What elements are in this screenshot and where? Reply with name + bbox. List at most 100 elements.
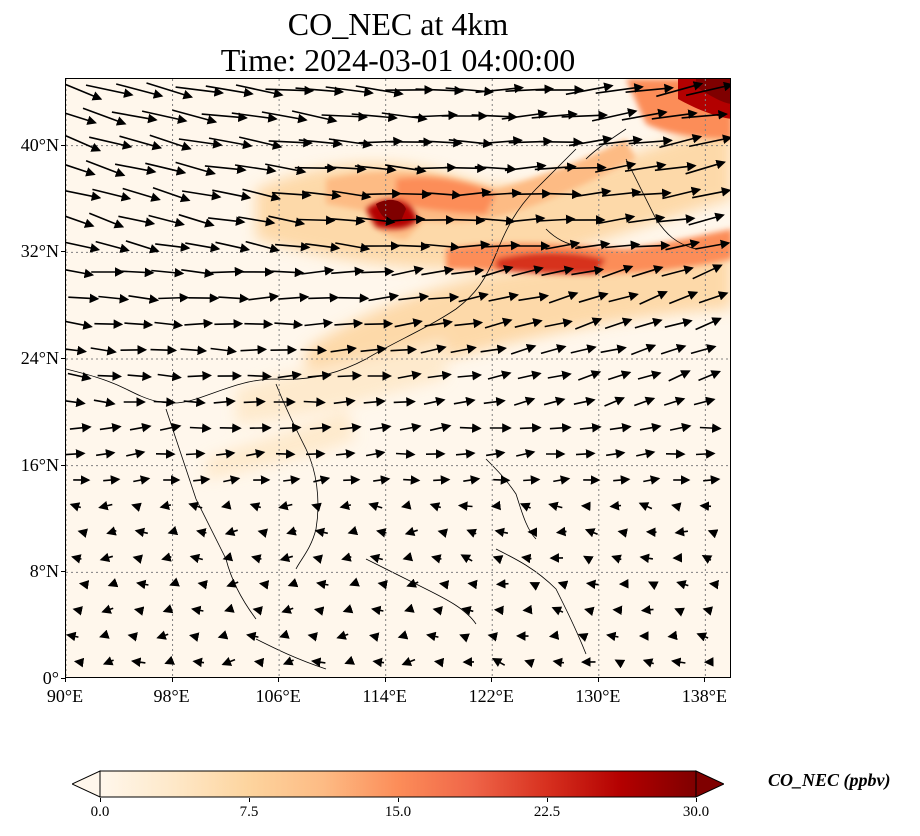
wind-arrow-12 (415, 85, 465, 96)
wind-arrow-356 (188, 501, 203, 512)
wind-arrow-232 (420, 344, 447, 354)
wind-arrow-177 (98, 293, 130, 304)
wind-arrow-400 (189, 553, 204, 564)
wind-arrow-192 (548, 291, 579, 304)
wind-arrow-461 (702, 606, 714, 616)
wind-arrow-245 (157, 371, 182, 382)
wind-arrow-459 (640, 604, 654, 615)
wind-arrow-280 (543, 396, 566, 407)
wind-arrow-265 (93, 397, 116, 408)
wind-arrow-278 (483, 396, 506, 407)
wind-arrow-458 (612, 605, 623, 616)
lat-tick-1 (61, 251, 65, 253)
wind-arrow-183 (278, 292, 310, 303)
lon-tick-label-5: 130°E (575, 686, 621, 706)
wind-arrow-274 (363, 397, 386, 407)
wind-arrow-136 (185, 242, 221, 253)
wind-arrow-90 (122, 187, 161, 202)
wind-arrow-337 (283, 475, 301, 485)
wind-arrow-56 (418, 137, 463, 148)
wind-arrow-435 (585, 579, 599, 590)
wind-arrow-403 (279, 552, 294, 563)
wind-arrow-437 (647, 581, 659, 591)
wind-arrow-110 (66, 215, 95, 228)
wind-arrow-76 (354, 164, 397, 175)
wind-arrow-322 (485, 449, 506, 459)
wind-arrow-269 (213, 397, 236, 407)
wind-arrow-261 (637, 370, 662, 380)
wind-arrow-62 (598, 135, 643, 146)
wind-arrow-24 (111, 111, 158, 124)
wind-arrow-331 (103, 475, 121, 485)
wind-arrow-141 (335, 242, 371, 253)
wind-arrow-174 (661, 265, 694, 277)
wind-arrow-259 (578, 370, 602, 381)
wind-arrow-125 (508, 214, 546, 224)
wind-arrow-491 (282, 656, 294, 666)
wind-arrow-398 (132, 554, 144, 564)
wind-arrow-352 (69, 502, 82, 512)
wind-arrow-95 (271, 189, 312, 200)
wind-arrow-395 (707, 529, 719, 539)
wind-arrow-451 (404, 603, 415, 613)
wind-arrow-137 (215, 241, 251, 253)
lon-tick-label-4: 122°E (468, 686, 514, 706)
wind-arrow-5 (205, 85, 254, 98)
wind-arrow-404 (312, 554, 324, 564)
lon-tick-label-6: 138°E (681, 686, 727, 706)
wind-arrow-67 (85, 159, 126, 177)
wind-arrow-106 (601, 188, 642, 198)
wind-arrow-201 (154, 319, 184, 330)
wind-arrow-9 (325, 86, 374, 97)
wind-arrow-207 (334, 318, 364, 329)
wind-arrow-69 (145, 162, 187, 176)
wind-arrow-257 (517, 370, 542, 380)
wind-arrow-179 (158, 292, 190, 303)
wind-arrow-408 (431, 554, 442, 564)
wind-arrow-27 (201, 112, 248, 123)
wind-arrow-325 (575, 449, 596, 459)
wind-arrow-68 (114, 163, 157, 176)
wind-arrow-290 (189, 423, 212, 433)
wind-arrow-489 (221, 656, 236, 666)
wind-arrow-145 (455, 240, 491, 250)
wind-arrow-144 (425, 242, 461, 252)
wind-arrow-366 (490, 500, 501, 511)
wind-arrow-490 (253, 657, 265, 668)
wind-arrow-30 (291, 110, 338, 124)
wind-arrow-79 (444, 163, 487, 174)
wind-arrow-484 (73, 657, 85, 668)
wind-arrow-0 (66, 83, 103, 101)
wind-arrow-480 (606, 631, 619, 642)
wind-arrow-150 (605, 240, 641, 250)
wind-arrow-70 (175, 161, 216, 176)
wind-arrow-487 (164, 655, 176, 665)
wind-arrow-249 (277, 370, 302, 381)
wind-arrow-186 (368, 292, 400, 302)
wind-arrow-326 (605, 449, 626, 459)
wind-arrow-327 (636, 449, 656, 459)
lon-tick-4 (491, 678, 493, 682)
wind-arrow-226 (240, 344, 268, 355)
wind-arrow-130 (658, 214, 696, 224)
lon-tick-6 (704, 678, 706, 682)
wind-arrow-203 (214, 319, 244, 329)
wind-arrow-3 (146, 82, 194, 100)
wind-arrow-60 (538, 137, 583, 147)
wind-arrow-208 (364, 319, 394, 329)
wind-arrow-504 (671, 657, 686, 667)
wind-arrow-483 (696, 632, 709, 642)
wind-arrow-309 (95, 449, 116, 459)
wind-arrow-162 (301, 266, 335, 276)
colorbar-extend-max (695, 770, 724, 798)
wind-arrow-360 (311, 502, 322, 512)
wind-arrow-167 (451, 266, 485, 276)
wind-arrow-161 (271, 267, 305, 278)
wind-arrow-438 (676, 580, 689, 590)
wind-arrow-82 (534, 162, 577, 172)
wind-arrow-471 (336, 630, 349, 640)
wind-arrow-321 (455, 449, 476, 459)
wind-arrow-492 (311, 657, 326, 667)
wind-arrow-287 (99, 422, 122, 433)
wind-arrow-313 (216, 449, 236, 459)
